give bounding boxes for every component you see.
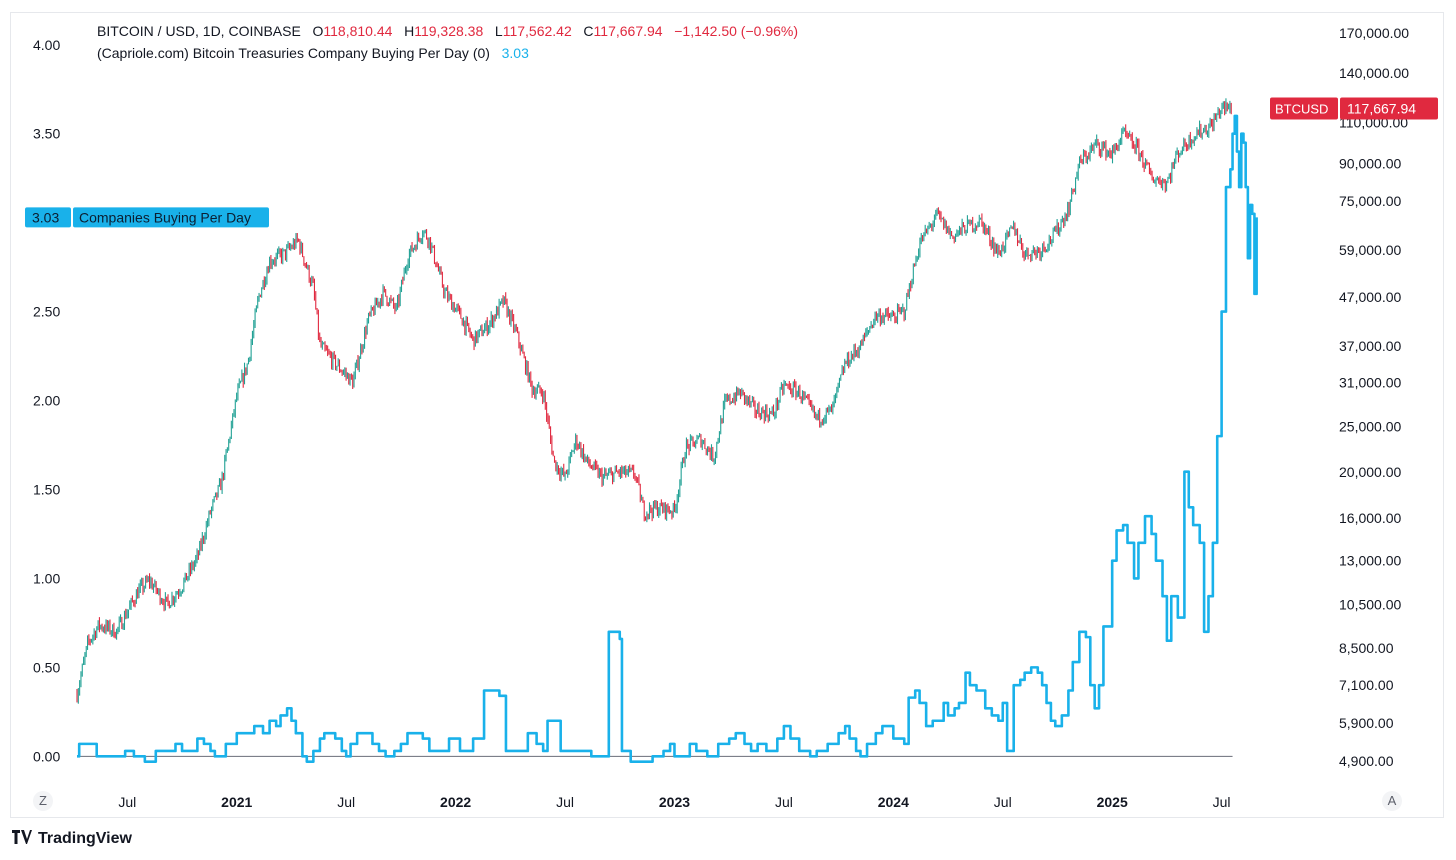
price-y-tick: 13,000.00 [1339, 553, 1401, 569]
price-y-tick: 8,500.00 [1339, 640, 1394, 656]
indicator-legend-value: 3.03 [501, 45, 529, 61]
price-y-tick: 25,000.00 [1339, 418, 1401, 434]
x-tick: Jul [118, 794, 136, 810]
x-tick: 2025 [1097, 794, 1128, 810]
indicator-series: 3.03 Companies Buying Per Day [25, 114, 1258, 763]
x-tick: Jul [994, 794, 1012, 810]
indicator-y-tick: 0.50 [33, 659, 60, 675]
x-tick: 2021 [221, 794, 252, 810]
x-tick: Jul [556, 794, 574, 810]
x-tick: Jul [337, 794, 355, 810]
price-y-tick: 37,000.00 [1339, 338, 1401, 354]
indicator-legend[interactable]: (Capriole.com) Bitcoin Treasuries Compan… [97, 45, 529, 61]
open-value: 118,810.44 [323, 23, 393, 39]
open-label: O [312, 23, 324, 39]
indicator-badge-label: Companies Buying Per Day [79, 209, 251, 225]
x-tick: Jul [775, 794, 793, 810]
tradingview-logo[interactable]: TradingView [12, 829, 132, 849]
low-value: 117,562.42 [502, 23, 572, 39]
indicator-line [77, 114, 1258, 763]
indicator-y-tick: 1.50 [33, 481, 60, 497]
x-tick: 2024 [878, 794, 909, 810]
chart-frame: 4.00 3.50 2.50 2.00 1.50 1.00 0.50 0.00 170,000… [10, 12, 1444, 818]
x-tick: 2023 [659, 794, 690, 810]
chart-canvas[interactable]: 4.00 3.50 2.50 2.00 1.50 1.00 0.50 0.00 170,000… [11, 13, 1445, 819]
price-y-tick: 31,000.00 [1339, 374, 1401, 390]
price-y-tick: 16,000.00 [1339, 510, 1401, 526]
price-badge: BTCUSD 117,667.94 [1270, 97, 1438, 120]
price-y-tick: 59,000.00 [1339, 242, 1401, 258]
indicator-y-tick: 0.00 [33, 748, 60, 764]
price-series: BTCUSD 117,667.94 [76, 97, 1438, 704]
price-y-axis: 170,000.00140,000.00110,000.0090,000.007… [1339, 25, 1409, 769]
log-scale-toggle-button[interactable]: Z [33, 791, 53, 811]
price-badge-symbol: BTCUSD [1275, 101, 1328, 116]
indicator-y-tick: 2.50 [33, 304, 60, 320]
auto-scale-toggle-button[interactable]: A [1382, 791, 1402, 811]
price-y-tick: 4,900.00 [1339, 753, 1394, 769]
price-y-tick: 7,100.00 [1339, 677, 1394, 693]
price-y-tick: 75,000.00 [1339, 193, 1401, 209]
indicator-title: (Capriole.com) Bitcoin Treasuries Compan… [97, 45, 490, 61]
indicator-y-tick: 2.00 [33, 393, 60, 409]
price-y-tick: 140,000.00 [1339, 65, 1409, 81]
tradingview-logo-icon [12, 829, 32, 849]
price-y-tick: 10,500.00 [1339, 596, 1401, 612]
high-label: H [404, 23, 415, 39]
indicator-y-tick: 4.00 [33, 37, 60, 53]
price-y-tick: 170,000.00 [1339, 25, 1409, 41]
price-y-tick: 47,000.00 [1339, 289, 1401, 305]
price-y-tick: 20,000.00 [1339, 464, 1401, 480]
x-tick: 2022 [440, 794, 471, 810]
close-label: C [583, 23, 594, 39]
price-badge-value: 117,667.94 [1347, 100, 1416, 116]
price-legend: BITCOIN / USD, 1D, COINBASE O118,810.44 … [97, 23, 798, 39]
price-change: −1,142.50 (−0.96%) [674, 23, 799, 39]
low-label: L [494, 23, 503, 39]
tradingview-logo-text: TradingView [38, 830, 132, 847]
x-tick: Jul [1213, 794, 1231, 810]
high-value: 119,328.38 [414, 23, 484, 39]
indicator-y-tick: 3.50 [33, 126, 60, 142]
close-value: 117,667.94 [593, 23, 663, 39]
indicator-y-tick: 1.00 [33, 570, 60, 586]
time-x-axis: Jul 2021 Jul 2022 Jul 2023 Jul 2024 Jul 2025 Jul [118, 794, 1230, 810]
price-y-tick: 90,000.00 [1339, 155, 1401, 171]
indicator-badge-value: 3.03 [32, 209, 59, 225]
indicator-badge: 3.03 Companies Buying Per Day [25, 207, 269, 228]
indicator-y-axis: 4.00 3.50 2.50 2.00 1.50 1.00 0.50 0.00 [33, 37, 60, 765]
symbol-line: BITCOIN / USD, 1D, COINBASE [97, 23, 301, 39]
price-y-tick: 5,900.00 [1339, 715, 1394, 731]
